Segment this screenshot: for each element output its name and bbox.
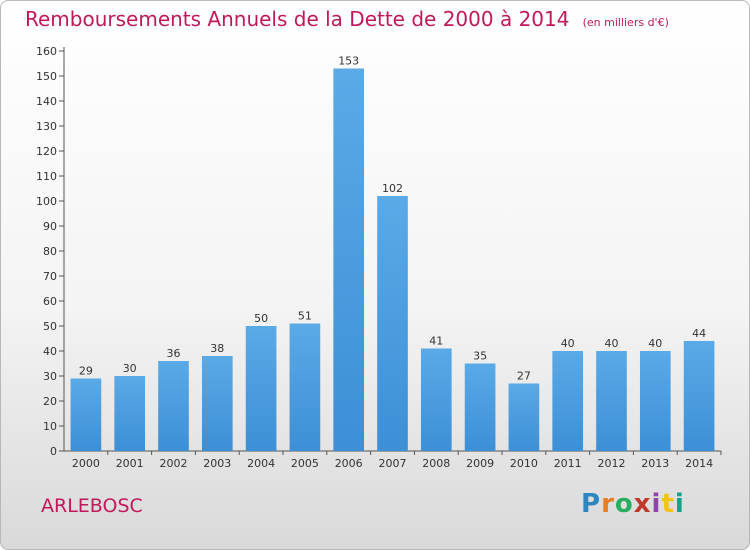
logo-letter: i (674, 489, 685, 519)
y-tick-label: 150 (36, 70, 57, 83)
chart-title: Remboursements Annuels de la Dette de 20… (25, 7, 570, 31)
y-tick-label: 20 (43, 395, 57, 408)
logo-letter: t (661, 489, 675, 519)
bar (158, 361, 189, 451)
x-tick-label: 2007 (379, 457, 407, 470)
data-label: 35 (473, 350, 487, 363)
bar (464, 363, 496, 451)
y-tick-label: 100 (36, 195, 57, 208)
place-name: ARLEBOSC (41, 495, 143, 517)
y-tick-label: 70 (43, 270, 57, 283)
data-label: 44 (692, 327, 706, 340)
x-tick-label: 2012 (598, 457, 626, 470)
logo-letter: x (633, 489, 652, 519)
data-label: 51 (298, 310, 312, 323)
chart-subtitle: (en milliers d'€) (582, 16, 669, 29)
x-tick-label: 2005 (291, 457, 319, 470)
y-tick-label: 140 (36, 95, 57, 108)
data-label: 40 (648, 337, 662, 350)
data-label: 50 (254, 312, 268, 325)
bar (70, 378, 102, 451)
y-tick-label: 0 (50, 445, 57, 458)
y-tick-label: 80 (43, 245, 57, 258)
y-tick-label: 40 (43, 345, 57, 358)
data-label: 38 (210, 342, 224, 355)
bar (508, 383, 540, 451)
proxiti-logo: Proxiti (581, 489, 685, 519)
data-label: 40 (605, 337, 619, 350)
x-tick-label: 2001 (116, 457, 144, 470)
y-tick-label: 10 (43, 420, 57, 433)
bar (420, 348, 452, 451)
y-tick-label: 130 (36, 120, 57, 133)
y-tick-label: 120 (36, 145, 57, 158)
bar (552, 351, 584, 451)
bar (245, 326, 277, 451)
y-tick-label: 160 (36, 45, 57, 58)
data-label: 153 (338, 55, 359, 68)
x-tick-label: 2010 (510, 457, 538, 470)
y-tick-label: 60 (43, 295, 57, 308)
x-tick-label: 2000 (72, 457, 100, 470)
bar (201, 356, 233, 451)
bar (683, 341, 715, 451)
data-label: 102 (382, 182, 403, 195)
y-tick-label: 50 (43, 320, 57, 333)
bar (289, 323, 321, 451)
bar (596, 351, 627, 451)
logo-letter: r (601, 489, 615, 519)
data-label: 27 (517, 370, 531, 383)
bar (114, 376, 146, 451)
data-label: 40 (561, 337, 575, 350)
x-tick-label: 2011 (554, 457, 582, 470)
x-tick-label: 2003 (203, 457, 231, 470)
logo-letter: i (651, 489, 662, 519)
y-tick-label: 110 (36, 170, 57, 183)
x-tick-label: 2008 (422, 457, 450, 470)
x-tick-label: 2006 (335, 457, 363, 470)
y-tick-label: 90 (43, 220, 57, 233)
bar (639, 351, 671, 451)
bar (333, 68, 365, 451)
x-tick-label: 2009 (466, 457, 494, 470)
logo-letter: P (581, 489, 602, 519)
data-label: 36 (167, 347, 181, 360)
x-tick-label: 2004 (247, 457, 275, 470)
logo-letter: o (614, 489, 634, 519)
data-label: 30 (123, 362, 137, 375)
x-tick-label: 2013 (641, 457, 669, 470)
chart-title-block: Remboursements Annuels de la Dette de 20… (25, 7, 669, 31)
y-tick-label: 30 (43, 370, 57, 383)
data-label: 41 (429, 335, 443, 348)
bar (377, 196, 408, 451)
x-tick-label: 2014 (685, 457, 713, 470)
data-label: 29 (79, 365, 93, 378)
x-tick-label: 2002 (160, 457, 188, 470)
